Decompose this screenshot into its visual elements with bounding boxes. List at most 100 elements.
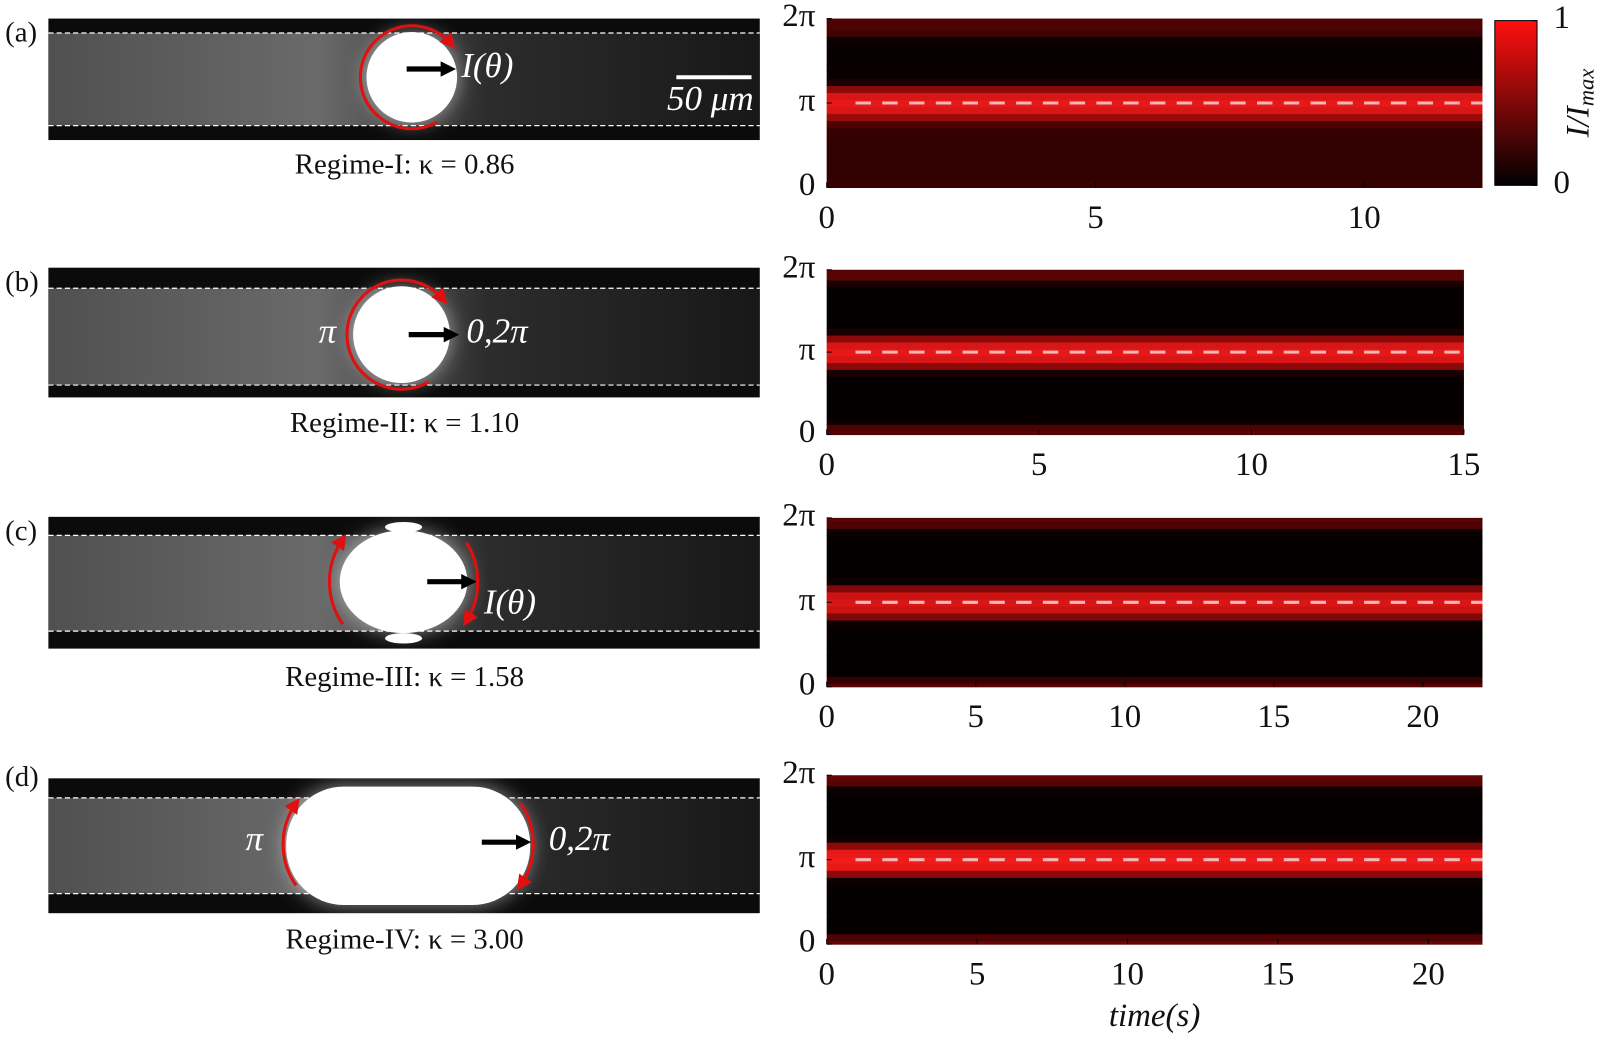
intensity-row [826,521,1483,530]
intensity-row [826,18,1483,23]
intensity-row [826,403,1464,412]
x-tick-label: 0 [818,699,834,735]
intensity-row [826,85,1483,94]
intensity-row [826,341,1464,350]
x-tick-label: 0 [818,200,834,236]
bubble-blob [385,521,423,533]
annotation: I(θ) [483,582,536,621]
intensity-row [826,50,1483,58]
intensity-row [826,389,1464,398]
intensity-row [826,640,1483,649]
intensity-row [826,417,1464,425]
colorbar-tick-label: 0 [1553,165,1569,201]
intensity-row [826,591,1483,600]
intensity-row [826,926,1483,935]
colorbar-label-main: I/I [1560,104,1596,138]
intensity-row [826,71,1483,79]
x-tick-label: 5 [967,699,983,735]
bubble [353,286,450,384]
y-tick-label: π [799,582,816,618]
intensity-row [826,905,1483,914]
intensity-row [826,269,1464,274]
panel-label: (b) [5,266,39,298]
intensity-row [826,785,1483,794]
intensity-row [826,307,1464,315]
x-tick-label: 10 [1108,699,1141,735]
intensity-row [826,155,1483,164]
intensity-row [826,134,1483,143]
intensity-row [826,619,1483,628]
intensity-row [826,827,1483,836]
y-tick-label: 0 [799,167,815,203]
y-tick-label: 2π [782,249,815,285]
intensity-row [826,683,1483,688]
x-tick-label: 15 [1447,447,1480,483]
bubble [339,530,468,634]
intensity-row [826,842,1483,850]
panel-label: (c) [5,515,37,547]
flow-arc [327,534,347,626]
intensity-row [826,293,1464,302]
intensity-row [826,792,1483,801]
intensity-row [826,863,1483,871]
intensity-row [826,870,1483,878]
intensity-row [826,584,1483,593]
x-tick-label: 15 [1261,957,1294,993]
x-tick-label: 20 [1406,699,1439,735]
intensity-row [826,362,1464,370]
intensity-row [826,334,1464,343]
intensity-row [826,43,1483,51]
intensity-row [826,162,1483,171]
intensity-row [826,176,1483,185]
caption: Regime-IV: κ = 3.00 [285,924,523,956]
y-tick-label: 0 [799,414,815,450]
intensity-row [826,549,1483,558]
intensity-row [826,106,1483,115]
x-tick-label: 5 [969,957,985,993]
intensity-row [826,355,1464,364]
y-tick-label: 2π [782,755,815,791]
intensity-row [826,835,1483,843]
intensity-row [826,655,1483,663]
intensity-row [826,57,1483,65]
intensity-row [826,348,1464,357]
intensity-row [826,280,1464,288]
intensity-row [826,933,1483,942]
x-tick-label: 0 [818,957,834,993]
y-tick-label: 2π [782,497,815,533]
y-tick-label: 2π [782,0,815,34]
intensity-row [826,127,1483,136]
intensity-row [826,286,1464,295]
intensity-row [826,64,1483,72]
panel-label: (a) [5,17,37,49]
colorbar-label: I/Imax [1560,69,1599,139]
intensity-row [826,92,1483,101]
intensity-row [826,669,1483,677]
y-tick-label: π [799,332,816,368]
intensity-row [826,113,1483,122]
intensity-row [826,169,1483,178]
intensity-row [826,383,1464,391]
intensity-row [826,633,1483,642]
intensity-row [826,891,1483,899]
x-tick-label: 15 [1257,699,1290,735]
intensity-row [826,577,1483,586]
flow-arc [463,541,480,627]
intensity-row [826,813,1483,822]
bubble [286,786,531,905]
intensity-row [826,78,1483,87]
y-tick-label: 0 [799,666,815,702]
intensity-row [826,775,1483,780]
x-tick-label: 20 [1412,957,1445,993]
x-tick-label: 0 [818,447,834,483]
intensity-row [826,321,1464,329]
intensity-row [826,431,1464,436]
colorbar-label-sub: max [1574,69,1599,107]
intensity-row [826,563,1483,572]
x-axis-label: time(s) [1109,998,1200,1034]
intensity-row [826,148,1483,157]
colorbar [1494,20,1538,186]
x-tick-label: 5 [1031,447,1047,483]
x-tick-label: 5 [1087,200,1103,236]
x-tick-label: 10 [1111,957,1144,993]
